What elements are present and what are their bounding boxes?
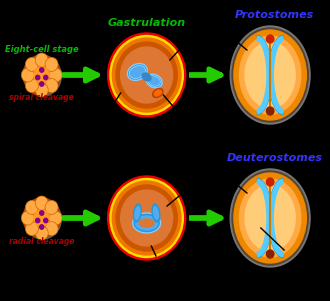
Circle shape [40,211,44,215]
Ellipse shape [133,204,141,222]
Circle shape [266,107,274,115]
Ellipse shape [129,66,146,79]
Ellipse shape [245,185,295,251]
Circle shape [45,57,58,71]
Ellipse shape [153,206,158,219]
Circle shape [27,202,56,234]
Text: radial cleavage: radial cleavage [9,237,75,246]
Circle shape [25,200,58,236]
Circle shape [24,199,61,239]
Circle shape [36,75,40,80]
Circle shape [116,42,177,108]
Circle shape [112,38,181,112]
Circle shape [112,181,181,255]
Circle shape [266,250,274,258]
Ellipse shape [152,88,163,98]
Circle shape [49,68,62,82]
Ellipse shape [135,206,140,219]
Ellipse shape [142,73,151,81]
Circle shape [35,83,48,97]
Ellipse shape [152,204,160,222]
Ellipse shape [127,64,147,80]
Ellipse shape [232,171,308,265]
Circle shape [45,200,58,214]
Ellipse shape [240,179,301,257]
Ellipse shape [234,173,306,263]
Circle shape [35,196,48,210]
Circle shape [44,75,48,80]
Ellipse shape [154,90,161,96]
Circle shape [25,200,38,214]
Circle shape [23,198,60,238]
Circle shape [116,185,177,251]
Circle shape [121,47,173,103]
Circle shape [36,218,40,223]
Circle shape [45,79,58,93]
Ellipse shape [234,30,306,120]
Circle shape [266,35,274,43]
Text: Eight-cell stage: Eight-cell stage [5,45,79,54]
Circle shape [21,68,34,82]
Circle shape [27,59,56,91]
Circle shape [110,178,183,257]
Circle shape [34,210,49,226]
Text: spiral cleavage: spiral cleavage [9,94,74,103]
Circle shape [25,57,58,93]
Ellipse shape [232,28,308,122]
Circle shape [25,79,38,93]
Circle shape [21,211,34,225]
Circle shape [108,33,186,117]
Ellipse shape [133,213,161,233]
Ellipse shape [230,169,310,267]
Ellipse shape [245,42,295,108]
Circle shape [108,176,186,260]
Circle shape [25,222,38,236]
Circle shape [24,56,61,96]
Circle shape [45,222,58,236]
Circle shape [25,57,38,71]
Circle shape [40,82,44,86]
Circle shape [35,226,48,240]
Circle shape [40,225,44,229]
Circle shape [34,67,49,83]
Ellipse shape [240,36,301,114]
Circle shape [49,211,62,225]
Ellipse shape [148,76,160,86]
Text: Deuterostomes: Deuterostomes [227,153,323,163]
Text: Protostomes: Protostomes [235,10,314,20]
Circle shape [266,178,274,186]
Text: Gastrulation: Gastrulation [108,18,186,28]
Circle shape [44,218,48,223]
Circle shape [110,36,183,114]
Ellipse shape [146,74,162,88]
Circle shape [40,68,44,72]
Ellipse shape [230,26,310,124]
Circle shape [23,55,60,95]
Ellipse shape [136,216,158,230]
Ellipse shape [139,219,154,227]
Circle shape [121,190,173,246]
Circle shape [35,53,48,67]
